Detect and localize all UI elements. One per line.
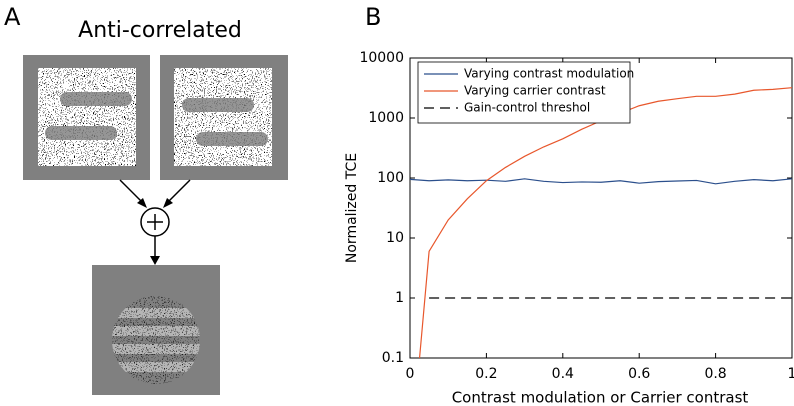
arrows xyxy=(119,179,191,265)
series-line xyxy=(418,87,792,358)
x-tick-label: 0.4 xyxy=(552,366,574,382)
stimulus-right xyxy=(160,55,288,180)
x-tick-label: 1 xyxy=(788,366,794,382)
y-tick-label: 1 xyxy=(395,290,404,306)
y-tick-label: 0.1 xyxy=(382,350,404,366)
y-tick-label: 1000 xyxy=(368,110,404,126)
legend-label: Varying contrast modulation xyxy=(464,67,634,81)
y-tick-label: 10 xyxy=(386,230,404,246)
panel-label: B xyxy=(365,3,381,31)
x-tick-label: 0 xyxy=(406,366,415,382)
series-line xyxy=(410,178,792,185)
legend-label: Gain-control threshol xyxy=(464,101,590,115)
x-tick-label: 0.2 xyxy=(475,366,497,382)
legend: Varying contrast modulation Varying carri… xyxy=(417,61,634,124)
x-axis-label: Contrast modulation or Carrier contrast xyxy=(452,389,749,406)
y-tick-label: 100 xyxy=(377,170,404,186)
legend-label: Varying carrier contrast xyxy=(464,84,606,98)
plot-frame xyxy=(409,57,793,359)
panel-label: A xyxy=(4,3,21,31)
series-group xyxy=(410,87,792,358)
x-tick-label: 0.8 xyxy=(704,366,726,382)
y-axis-label: Normalized TCE xyxy=(344,153,360,263)
stimulus-sum xyxy=(92,265,220,395)
legend-box xyxy=(417,61,631,124)
x-tick-label: 0.6 xyxy=(628,366,650,382)
diagram-title: Anti-correlated xyxy=(78,18,242,43)
y-tick-label: 10000 xyxy=(359,50,404,66)
stimulus-left xyxy=(23,55,150,180)
